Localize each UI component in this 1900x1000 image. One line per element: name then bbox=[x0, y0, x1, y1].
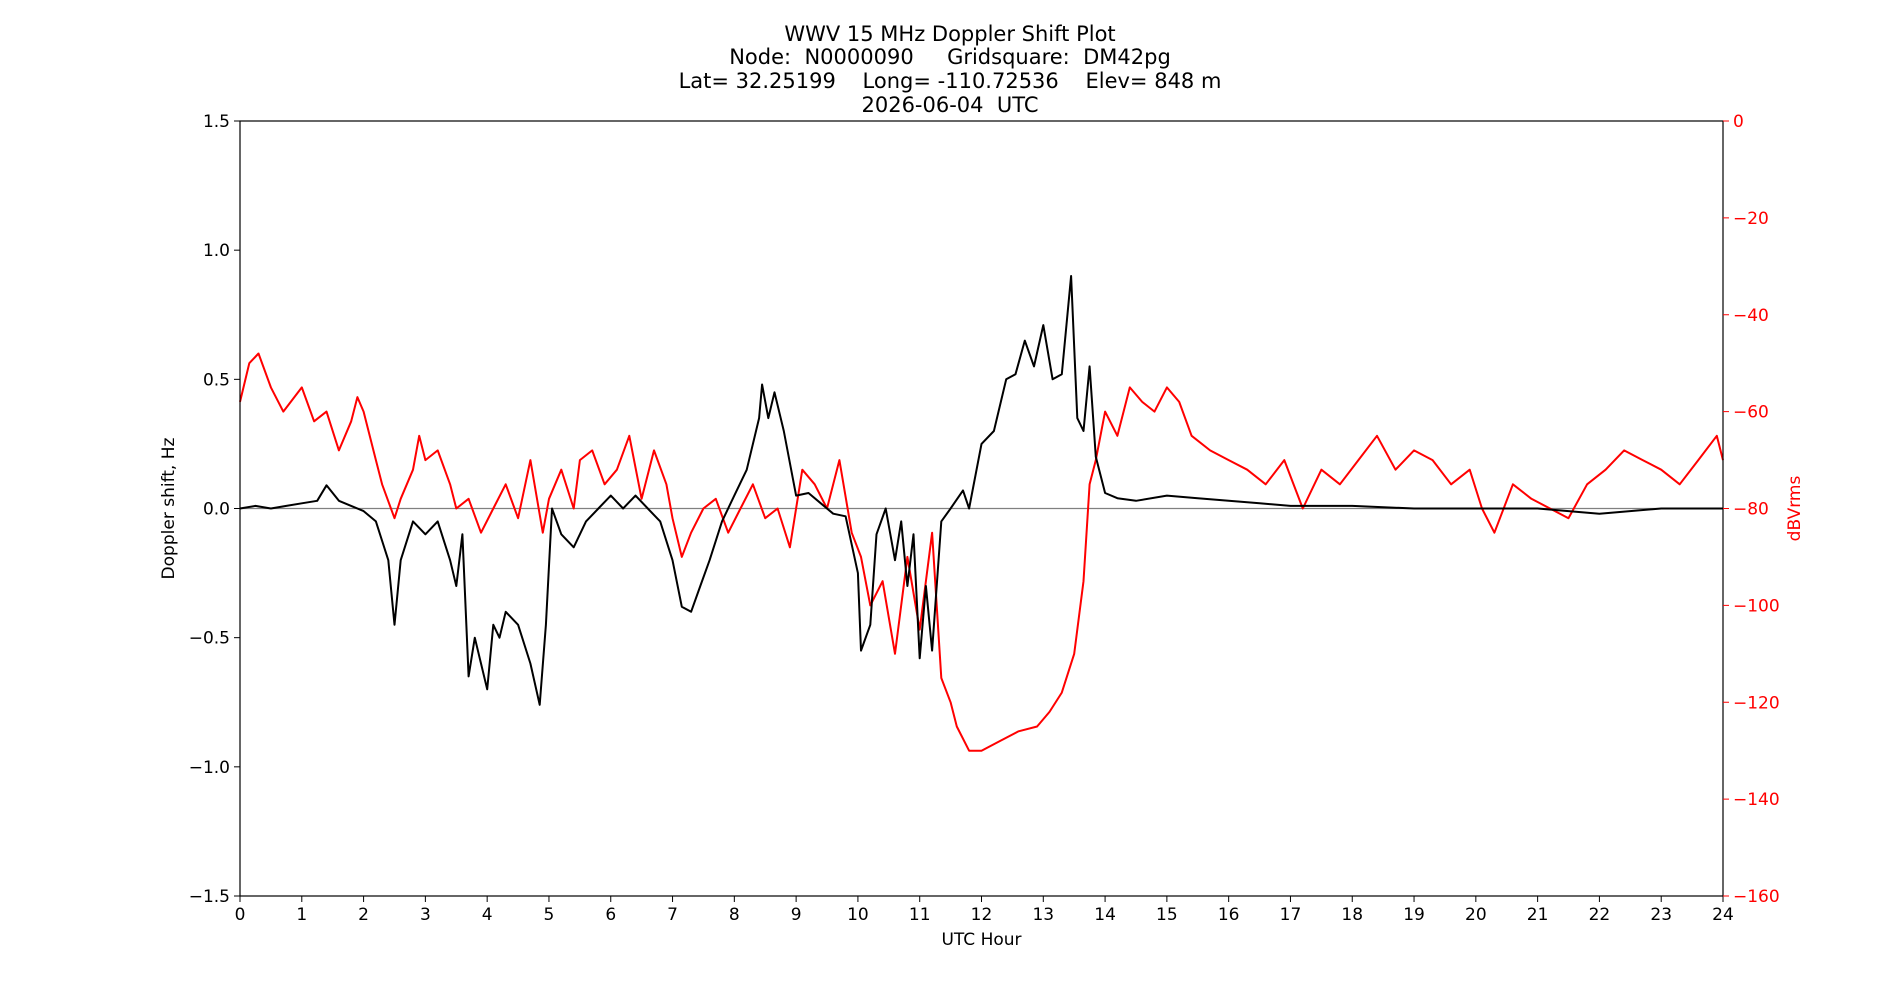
x-tick-label: 20 bbox=[1465, 905, 1487, 925]
y-tick-label: −1.5 bbox=[189, 887, 230, 907]
chart-title-line-4: 2026-06-04 UTC bbox=[861, 93, 1039, 117]
y2-tick-label: 0 bbox=[1733, 112, 1744, 132]
x-tick-label: 14 bbox=[1094, 905, 1116, 925]
y2-tick-label: −60 bbox=[1733, 403, 1769, 423]
y2-tick-label: −100 bbox=[1733, 596, 1780, 616]
y2-axis-label: dBVrms bbox=[1785, 476, 1805, 542]
y2-tick-label: −160 bbox=[1733, 887, 1780, 907]
x-tick-label: 17 bbox=[1280, 905, 1302, 925]
x-tick-label: 24 bbox=[1712, 905, 1734, 925]
x-tick-label: 5 bbox=[544, 905, 555, 925]
x-tick-label: 4 bbox=[482, 905, 493, 925]
x-tick-label: 1 bbox=[296, 905, 307, 925]
y2-tick-label: −120 bbox=[1733, 693, 1780, 713]
x-tick-label: 0 bbox=[235, 905, 246, 925]
x-tick-label: 16 bbox=[1218, 905, 1240, 925]
x-tick-label: 19 bbox=[1403, 905, 1425, 925]
x-tick-label: 18 bbox=[1341, 905, 1363, 925]
x-tick-label: 10 bbox=[847, 905, 869, 925]
y-tick-label: 1.5 bbox=[203, 112, 230, 132]
y2-tick-label: −20 bbox=[1733, 209, 1769, 229]
x-tick-label: 12 bbox=[971, 905, 993, 925]
x-tick-label: 11 bbox=[909, 905, 931, 925]
y-tick-label: −1.0 bbox=[189, 758, 230, 778]
x-tick-label: 15 bbox=[1156, 905, 1178, 925]
x-axis-label: UTC Hour bbox=[941, 930, 1021, 950]
y2-tick-label: −80 bbox=[1733, 500, 1769, 520]
x-tick-label: 9 bbox=[791, 905, 802, 925]
x-tick-label: 7 bbox=[667, 905, 678, 925]
y2-tick-label: −140 bbox=[1733, 790, 1780, 810]
y-tick-label: −0.5 bbox=[189, 629, 230, 649]
power-series-line bbox=[239, 352, 1724, 752]
x-tick-label: 13 bbox=[1032, 905, 1054, 925]
x-tick-label: 22 bbox=[1589, 905, 1611, 925]
y-tick-label: 0.5 bbox=[203, 370, 230, 390]
x-tick-label: 23 bbox=[1650, 905, 1672, 925]
x-tick-label: 8 bbox=[729, 905, 740, 925]
plot-lines bbox=[239, 275, 1724, 752]
y2-axis-ticks: 0 −20 −40 −60 −80 −100 −120 −140 −160 bbox=[1723, 112, 1780, 907]
x-tick-label: 3 bbox=[420, 905, 431, 925]
y-axis-ticks: 1.5 1.0 0.5 0.0 −0.5 −1.0 −1.5 bbox=[189, 112, 240, 907]
chart-title-line-2: Node: N0000090 Gridsquare: DM42pg bbox=[729, 45, 1171, 69]
chart-title-line-1: WWV 15 MHz Doppler Shift Plot bbox=[784, 22, 1116, 46]
y-tick-label: 0.0 bbox=[203, 500, 230, 520]
x-tick-label: 2 bbox=[358, 905, 369, 925]
chart-title-line-3: Lat= 32.25199 Long= -110.72536 Elev= 848… bbox=[678, 69, 1222, 93]
y2-tick-label: −40 bbox=[1733, 306, 1769, 326]
x-tick-label: 21 bbox=[1527, 905, 1549, 925]
x-axis-ticks: 0 1 2 3 4 5 6 7 8 9 10 11 12 13 14 15 16 17 18 19 20 21 22 23 24 bbox=[235, 896, 1734, 925]
x-tick-label: 6 bbox=[605, 905, 616, 925]
y-tick-label: 1.0 bbox=[203, 241, 230, 261]
y-axis-label: Doppler shift, Hz bbox=[159, 437, 179, 579]
doppler-series-line bbox=[239, 275, 1723, 706]
